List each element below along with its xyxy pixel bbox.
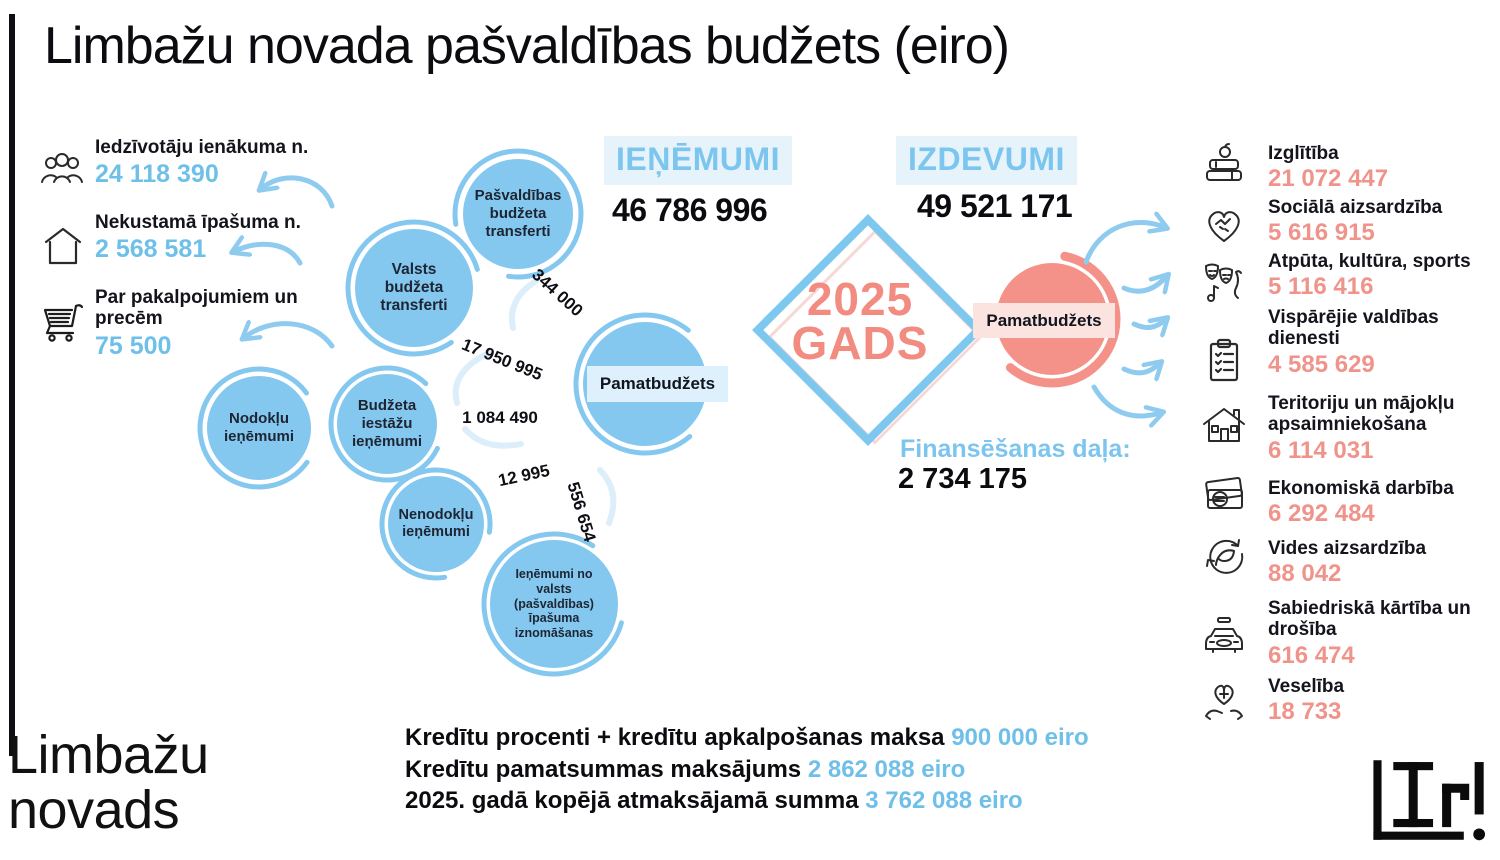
expense-item: Teritoriju un mājokļu apsaimniekošana 6 … xyxy=(1268,393,1482,464)
credit-text: 2025. gadā kopējā atmaksājamā summa xyxy=(405,787,866,814)
expense-item: Sociālā aizsardzība 5 616 915 xyxy=(1268,197,1482,247)
income-source-value: 24 118 390 xyxy=(95,160,219,189)
expense-value: 616 474 xyxy=(1268,641,1355,669)
environment-icon xyxy=(1202,532,1246,576)
income-circle-nenodoklu: Nenodokļu ieņēmumi xyxy=(388,476,484,572)
income-total: 46 786 996 xyxy=(612,192,768,228)
expense-item: Izglītība 21 072 447 xyxy=(1268,143,1482,193)
income-circle-ipasuma-iznomasanas: Ieņēmumi no valsts (pašvaldības) īpašuma… xyxy=(490,540,618,668)
expense-item: Atpūta, kultūra, sports 5 116 416 xyxy=(1268,251,1482,301)
expense-value: 4 585 629 xyxy=(1268,350,1375,378)
credit-line: Kredītu pamatsummas maksājums 2 862 088 … xyxy=(405,754,1089,786)
expense-label: Izglītība xyxy=(1268,143,1339,164)
expense-item: Vides aizsardzība 88 042 xyxy=(1268,538,1482,588)
expense-item: Veselība 18 733 xyxy=(1268,676,1482,726)
expenses-total: 49 521 171 xyxy=(917,188,1073,224)
income-circle-nodoklu: Nodokļu ieņēmumi xyxy=(207,376,311,480)
expenses-pamatbudzets-label: Pamatbudžets xyxy=(973,303,1115,338)
left-rule xyxy=(9,14,15,756)
cart-icon xyxy=(36,298,86,344)
flow-value-iestazu: 1 084 490 xyxy=(462,408,538,427)
expense-value: 5 116 416 xyxy=(1268,273,1374,301)
expenses-heading: IZDEVUMI xyxy=(896,136,1077,185)
income-source-value: 75 500 xyxy=(95,331,172,360)
income-source-label: Nekustamā īpašuma n. xyxy=(95,212,301,233)
clipboard-icon xyxy=(1204,336,1244,384)
education-icon xyxy=(1202,143,1246,189)
expense-label: Vides aizsardzība xyxy=(1268,538,1427,559)
municipality-logo-line2: novads xyxy=(8,780,180,840)
expense-item: Vispārējie valdības dienesti 4 585 629 xyxy=(1268,307,1482,378)
credit-line: Kredītu procenti + kredītu apkalpošanas … xyxy=(405,722,1089,754)
income-source-item: Nekustamā īpašuma n. 2 568 581 xyxy=(95,212,340,264)
expense-label: Sociālā aizsardzība xyxy=(1268,197,1443,218)
circle-rings xyxy=(197,148,717,677)
credit-value: 3 762 088 eiro xyxy=(865,787,1023,814)
municipality-logo: Limbažu novads xyxy=(8,728,209,838)
financing-label: Finansēšanas daļa: xyxy=(900,435,1131,463)
credits-block: Kredītu procenti + kredītu apkalpošanas … xyxy=(405,722,1089,817)
expense-item: Ekonomiskā darbība 6 292 484 xyxy=(1268,478,1482,528)
expense-label: Ekonomiskā darbība xyxy=(1268,478,1454,499)
expense-label: Vispārējie valdības dienesti xyxy=(1268,307,1439,350)
income-pamatbudzets-label: Pamatbudžets xyxy=(587,366,728,402)
flow-arrows xyxy=(235,178,1166,416)
health-icon xyxy=(1202,676,1246,722)
credit-line: 2025. gadā kopējā atmaksājamā summa 3 76… xyxy=(405,785,1089,817)
expense-item: Sabiedriskā kārtība un drošība 616 474 xyxy=(1268,598,1482,669)
income-circle-valsts-transferti: Valsts budžeta transferti xyxy=(355,229,473,347)
year-line1: 2025 xyxy=(806,273,914,325)
expense-value: 21 072 447 xyxy=(1268,165,1389,193)
income-circle-pasvaldibas-transferti: Pašvaldības budžeta transferti xyxy=(463,159,573,269)
faint-arcs xyxy=(452,278,617,526)
expense-value: 88 042 xyxy=(1268,560,1342,588)
income-source-value: 2 568 581 xyxy=(95,235,207,264)
income-circle-budzeta-iestazu: Budžeta iestāžu ieņēmumi xyxy=(337,374,437,474)
housing-icon xyxy=(1200,402,1248,446)
income-source-item: Iedzīvotāju ienākuma n. 24 118 390 xyxy=(95,137,340,189)
house-icon xyxy=(42,224,84,268)
expense-label: Veselība xyxy=(1268,676,1345,697)
expense-value: 5 616 915 xyxy=(1268,219,1375,247)
police-car-icon xyxy=(1200,612,1248,656)
expense-label: Sabiedriskā kārtība un drošība xyxy=(1268,598,1471,641)
economy-icon xyxy=(1200,472,1248,516)
social-care-icon xyxy=(1202,203,1246,245)
expense-value: 18 733 xyxy=(1268,698,1342,726)
credit-text: Kredītu pamatsummas maksājums xyxy=(405,755,808,783)
income-source-label: Iedzīvotāju ienākuma n. xyxy=(95,137,309,158)
culture-icon xyxy=(1200,258,1248,306)
credit-value: 2 862 088 eiro xyxy=(807,755,966,783)
income-heading: IEŅĒMUMI xyxy=(604,136,792,185)
credit-text: Kredītu procenti + kredītu apkalpošanas … xyxy=(405,724,952,751)
publisher-logo-ir xyxy=(1368,752,1490,853)
expense-value: 6 114 031 xyxy=(1268,436,1374,464)
page-title: Limbažu novada pašvaldības budžets (eiro… xyxy=(44,17,1010,75)
expense-value: 6 292 484 xyxy=(1268,500,1375,528)
income-source-item: Par pakalpojumiem un precēm 75 500 xyxy=(95,287,340,360)
credit-value: 900 000 eiro xyxy=(951,724,1089,751)
expense-label: Teritoriju un mājokļu apsaimniekošana xyxy=(1268,393,1455,436)
income-source-label: Par pakalpojumiem un precēm xyxy=(95,287,298,330)
expense-label: Atpūta, kultūra, sports xyxy=(1268,251,1471,272)
municipality-logo-line1: Limbažu xyxy=(8,725,209,785)
year-line2: GADS xyxy=(791,316,929,369)
people-icon xyxy=(38,150,86,190)
year-badge: 2025 GADS xyxy=(788,273,932,369)
financing-value: 2 734 175 xyxy=(898,463,1028,495)
